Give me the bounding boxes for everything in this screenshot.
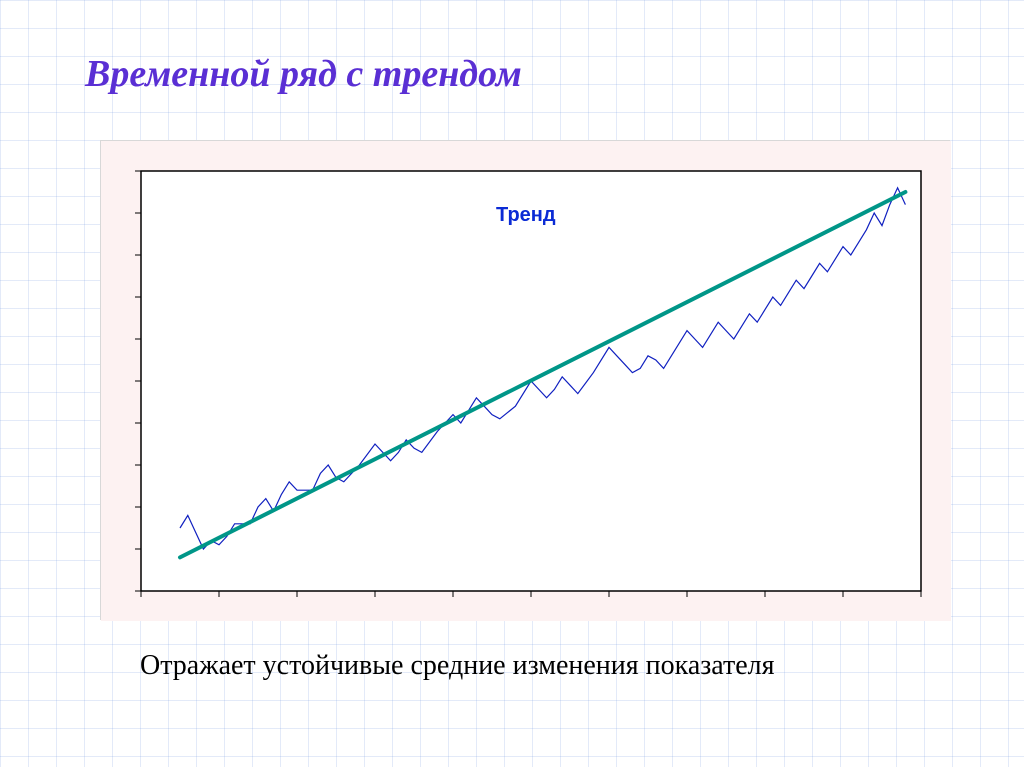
trend-chart: Тренд	[101, 141, 951, 621]
slide-caption: Отражает устойчивые средние изменения по…	[140, 650, 775, 682]
slide: { "title": { "text": "Временной ряд с тр…	[0, 0, 1024, 767]
slide-title: Временной ряд с трендом	[85, 52, 522, 96]
chart-container: Тренд	[100, 140, 950, 620]
chart-label: Тренд	[496, 204, 556, 226]
